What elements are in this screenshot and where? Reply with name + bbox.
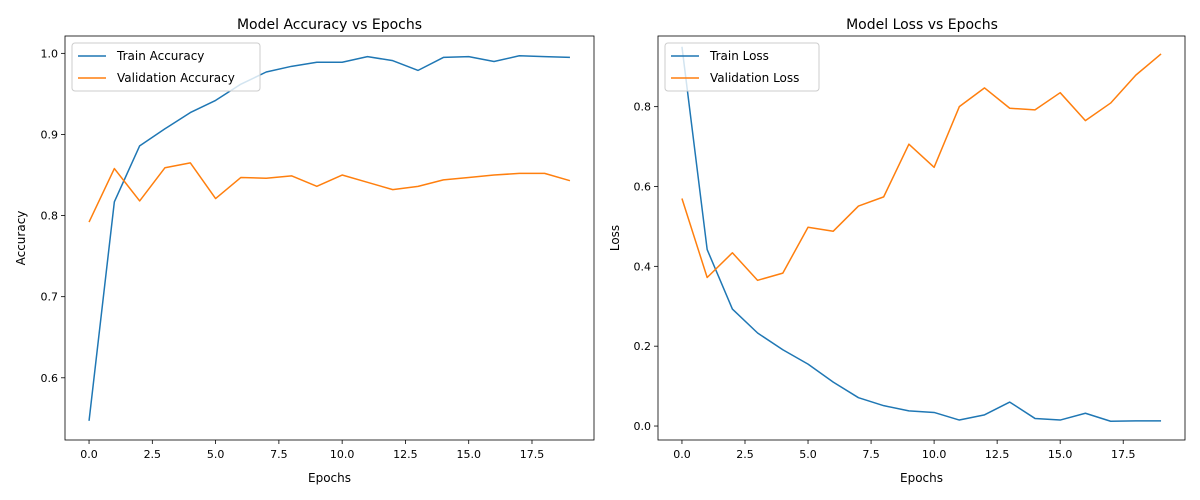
loss-x-tick-label: 0.0	[673, 448, 691, 461]
legend-label-validation-loss: Validation Loss	[710, 71, 799, 85]
accuracy-y-tick-label: 1.0	[41, 47, 59, 60]
accuracy-x-tick-label: 5.0	[207, 448, 225, 461]
loss-y-tick-label: 0.0	[634, 420, 652, 433]
series-line-train-accuracy	[88, 55, 570, 421]
loss-x-tick-label: 17.5	[1111, 448, 1136, 461]
loss-x-tick-label: 12.5	[985, 448, 1010, 461]
loss-chart-title: Model Loss vs Epochs	[846, 17, 998, 33]
accuracy-y-tick-label: 0.9	[41, 128, 59, 141]
loss-plot-frame	[657, 35, 1186, 441]
accuracy-chart: Model Accuracy vs Epochs 0.0 2.5 5.0 7.5 10.…	[14, 17, 595, 485]
accuracy-chart-title: Model Accuracy vs Epochs	[237, 17, 422, 33]
accuracy-plot-frame	[64, 35, 595, 441]
accuracy-legend: Train Accuracy Validation Accuracy	[71, 42, 261, 92]
loss-y-ticks: 0.0 0.2 0.4 0.6 0.8	[634, 101, 658, 433]
legend-label-validation-accuracy: Validation Accuracy	[117, 71, 235, 85]
loss-series-lines	[681, 46, 1162, 422]
accuracy-series-lines	[88, 55, 571, 421]
loss-x-ticks: 0.0 2.5 5.0 7.5 10.0 12.5 15.0 17.5	[673, 440, 1135, 461]
loss-x-tick-label: 5.0	[799, 448, 817, 461]
accuracy-y-tick-label: 0.6	[41, 372, 59, 385]
loss-x-axis-label: Epochs	[900, 471, 943, 485]
series-line-validation-loss	[681, 53, 1162, 282]
accuracy-x-ticks: 0.0 2.5 5.0 7.5 10.0 12.5 15.0 17.5	[80, 440, 544, 461]
loss-x-tick-label: 10.0	[922, 448, 947, 461]
loss-y-tick-label: 0.8	[634, 101, 652, 114]
loss-legend-box	[664, 42, 820, 92]
legend-label-train-accuracy: Train Accuracy	[116, 49, 204, 63]
loss-legend: Train Loss Validation Loss	[664, 42, 820, 92]
loss-y-tick-label: 0.6	[634, 181, 652, 194]
accuracy-x-tick-label: 0.0	[80, 448, 98, 461]
legend-label-train-loss: Train Loss	[709, 49, 769, 63]
accuracy-y-tick-label: 0.8	[41, 210, 59, 223]
accuracy-legend-box	[71, 42, 261, 92]
loss-x-tick-label: 2.5	[736, 448, 754, 461]
accuracy-x-tick-label: 17.5	[520, 448, 545, 461]
loss-y-axis-label: Loss	[608, 225, 622, 251]
accuracy-y-tick-label: 0.7	[41, 291, 59, 304]
loss-chart: Model Loss vs Epochs 0.0 2.5 5.0 7.5 10.0 12.…	[608, 17, 1186, 485]
series-line-validation-accuracy	[88, 162, 571, 223]
accuracy-x-tick-label: 2.5	[144, 448, 162, 461]
accuracy-x-tick-label: 12.5	[393, 448, 418, 461]
accuracy-x-tick-label: 15.0	[456, 448, 481, 461]
accuracy-x-axis-label: Epochs	[308, 471, 351, 485]
accuracy-y-ticks: 0.6 0.7 0.8 0.9 1.0	[41, 47, 65, 385]
accuracy-x-tick-label: 10.0	[330, 448, 355, 461]
series-line-train-loss	[681, 46, 1162, 422]
loss-y-tick-label: 0.2	[634, 340, 652, 353]
accuracy-x-tick-label: 7.5	[270, 448, 288, 461]
loss-y-tick-label: 0.4	[634, 260, 652, 273]
loss-x-tick-label: 15.0	[1048, 448, 1073, 461]
loss-x-tick-label: 7.5	[862, 448, 880, 461]
accuracy-y-axis-label: Accuracy	[14, 211, 28, 266]
